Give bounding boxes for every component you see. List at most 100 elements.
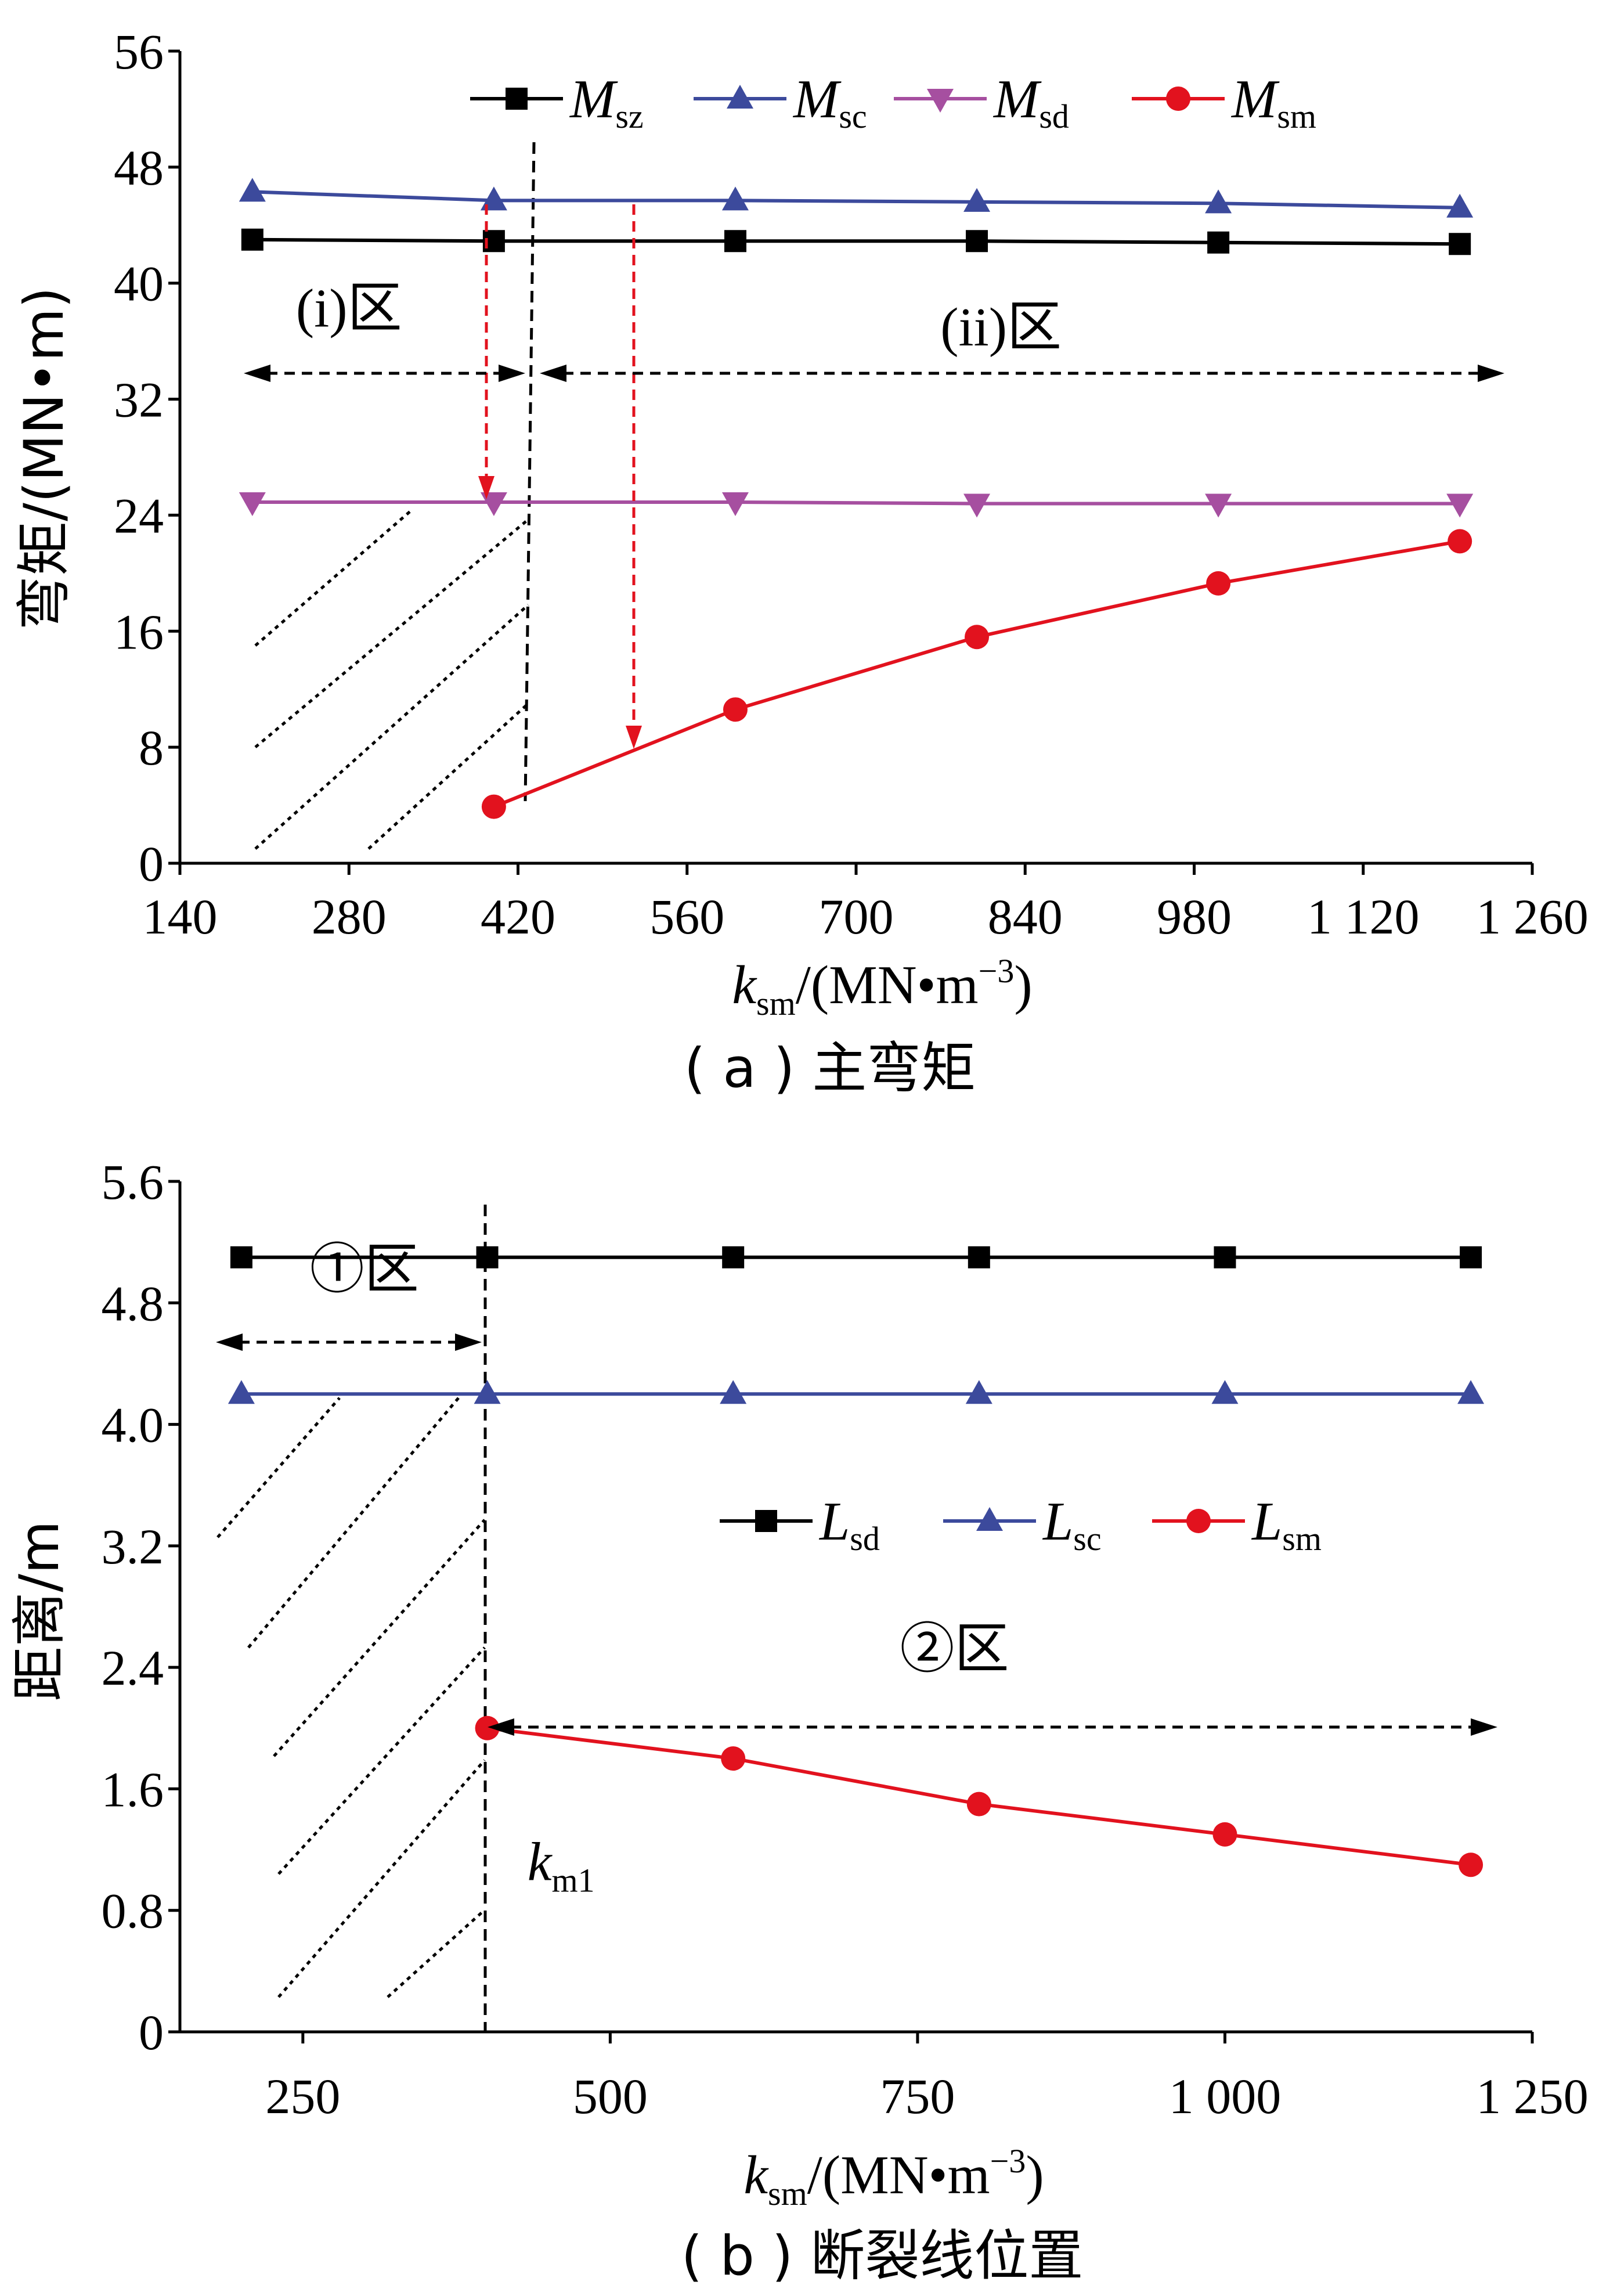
y-tick-label: 0 (139, 2005, 164, 2060)
annotation: (ii)区 (940, 297, 1062, 358)
legend-marker (506, 88, 528, 110)
data-point (1448, 529, 1472, 554)
data-point (476, 1246, 499, 1268)
series-msz (241, 228, 1471, 255)
figure-caption: ( a ) 主弯矩 (684, 1037, 976, 1100)
data-point (722, 1246, 745, 1268)
legend-marker (976, 1507, 1003, 1531)
x-axis-label: ksm/(MN•m−3) (743, 2142, 1044, 2212)
data-point (474, 1380, 501, 1404)
zone-arrow-head (244, 365, 270, 382)
y-tick-label: 4.0 (102, 1397, 164, 1453)
x-tick-label: 1 250 (1476, 2068, 1589, 2124)
series-line (252, 237, 1460, 246)
series-msd (239, 492, 1474, 518)
x-tick-label: 140 (143, 889, 218, 945)
legend-label: Lsm (1251, 1491, 1322, 1558)
data-point (1205, 493, 1232, 518)
x-tick-label: 840 (988, 889, 1063, 945)
legend-label: Msz (569, 69, 644, 135)
data-point (1459, 1852, 1484, 1877)
data-point (230, 1246, 252, 1268)
data-point (1457, 1380, 1485, 1404)
annotation: (i)区 (296, 279, 402, 339)
zone-arrow-head (216, 1333, 243, 1351)
data-point (965, 1380, 992, 1404)
legend-marker (1166, 86, 1190, 111)
red-arrow-head (478, 476, 495, 499)
x-tick-label: 750 (880, 2068, 955, 2124)
x-tick-label: 1 260 (1476, 889, 1589, 945)
series-lsm (475, 1715, 1484, 1877)
zone-arrow-head (1478, 365, 1504, 382)
legend-label: Msc (792, 69, 867, 135)
y-tick-label: 16 (114, 604, 164, 659)
y-tick-label: 5.6 (102, 1154, 164, 1210)
x-tick-label: 420 (481, 889, 555, 945)
hatch-line (367, 702, 529, 850)
y-tick-label: 56 (114, 24, 164, 80)
data-point (475, 1715, 500, 1740)
data-point (963, 493, 991, 518)
y-tick-label: 0.8 (102, 1883, 164, 1939)
data-point (720, 1380, 747, 1404)
legend: Lsd Lsc Lsm (720, 1491, 1322, 1558)
data-point (1206, 571, 1231, 596)
zone-arrow-head (499, 365, 525, 382)
data-point (721, 186, 749, 211)
data-point (241, 228, 264, 251)
data-point (966, 1792, 991, 1816)
y-tick-label: 8 (139, 720, 164, 776)
series-line (252, 190, 1460, 210)
x-tick-label: 1 000 (1169, 2068, 1282, 2124)
annotation: km1 (528, 1832, 595, 1899)
x-tick-label: 500 (573, 2068, 648, 2124)
y-tick-label: 2.4 (102, 1640, 164, 1696)
x-tick-label: 250 (265, 2068, 340, 2124)
y-tick-label: 3.2 (102, 1519, 164, 1574)
data-point (239, 178, 266, 202)
data-point (966, 230, 988, 253)
x-tick-label: 280 (312, 889, 387, 945)
hatch-line (387, 1909, 486, 1998)
series-line (252, 500, 1460, 506)
legend-marker (727, 85, 753, 109)
data-point (228, 1380, 255, 1404)
x-tick-label: 1 120 (1307, 889, 1420, 945)
zone-arrow-head (540, 365, 566, 382)
series-msm (481, 529, 1472, 819)
hatch-line (216, 1397, 341, 1538)
data-point (1446, 193, 1474, 218)
x-tick-label: 980 (1157, 889, 1232, 945)
boundary-dashed-line (524, 142, 536, 802)
y-tick-label: 4.8 (102, 1275, 164, 1331)
legend-marker (1186, 1509, 1211, 1533)
hatch-region (254, 509, 529, 850)
zone-arrow-head (1471, 1718, 1497, 1736)
hatch-line (254, 518, 529, 748)
data-point (724, 230, 746, 253)
chart-b: 250 500 750 1 000 1 250 0 0.8 1.6 2.4 3.2 4.0 4.8 5.… (8, 1154, 1589, 2288)
data-point (1446, 493, 1474, 518)
chart-a: 140 280 420 560 700 840 980 1 120 1 260 0 8 16 24 32 4… (13, 24, 1589, 1100)
data-point (721, 1746, 746, 1771)
data-point (721, 492, 749, 516)
y-tick-label: 32 (114, 372, 164, 428)
red-arrow-head (626, 726, 642, 749)
data-point (723, 697, 748, 722)
x-tick-label: 700 (819, 889, 894, 945)
data-point (965, 625, 990, 650)
hatch-line (277, 1646, 486, 1875)
hatch-region (216, 1397, 486, 1998)
data-point (1207, 231, 1230, 254)
data-point (1211, 1380, 1239, 1404)
hatch-line (277, 1759, 486, 1998)
data-point (1214, 1246, 1236, 1268)
y-axis-label: 弯矩/(MN•m) (13, 287, 76, 630)
hatch-line (254, 509, 413, 647)
y-axis-label: 距离/m (8, 1520, 71, 1701)
legend: Msz Msc Msd Msm (470, 69, 1316, 135)
hatch-line (247, 1397, 460, 1649)
data-point (963, 188, 991, 212)
data-point (1205, 189, 1232, 214)
